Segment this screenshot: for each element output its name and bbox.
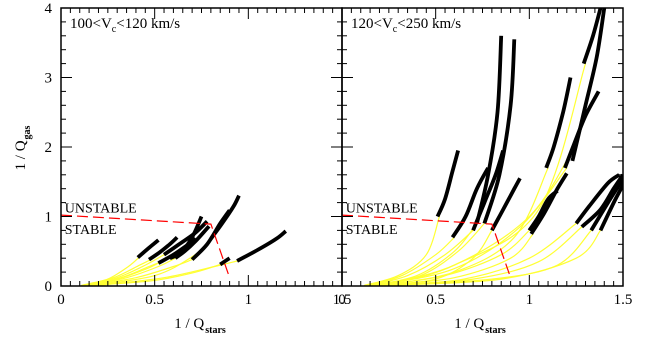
x-tick-label: 0.5: [426, 292, 445, 308]
region-label-unstable: UNSTABLE: [346, 201, 418, 216]
model-curve-4: [88, 257, 176, 286]
x-axis-label-right: 1 / Qstars: [454, 316, 506, 336]
ticks: [60, 7, 343, 287]
y-tick-label: 1: [45, 210, 53, 226]
model-curve-7: [382, 233, 534, 286]
panel-label: 120<Vc<250 km/s: [351, 16, 461, 35]
plot-frame: [60, 7, 343, 287]
right-panel: 0 0.5 1 1.5 120<Vc<250 km/s UNSTABLE STABLE: [338, 7, 633, 308]
observed-segment-4: [174, 224, 211, 260]
observed-segment-2: [162, 220, 209, 257]
region-label-unstable: UNSTABLE: [65, 201, 137, 216]
model-curve-12: [378, 167, 549, 286]
y-tick-label: 0: [45, 279, 53, 295]
region-label-stable: STABLE: [65, 223, 117, 238]
observed-segment-3: [475, 35, 504, 224]
observed-segment-11: [598, 181, 623, 232]
x-tick-label: 0.5: [145, 292, 164, 308]
model-curve-11: [388, 229, 602, 286]
panel-label: 100<Vc<120 km/s: [70, 16, 180, 35]
observed-segment-0: [136, 238, 160, 259]
model-curve-8: [97, 260, 238, 286]
y-axis-label: 1 / Qgas: [13, 125, 33, 170]
x-tick-label: 1: [245, 292, 253, 308]
observed-segment-1: [147, 235, 179, 262]
plot-area: [342, 8, 623, 286]
y-tick-label: 2: [45, 140, 53, 156]
stability-threshold-line: [61, 214, 231, 278]
model-curve-1: [367, 236, 455, 286]
observed-segment-5: [157, 237, 198, 265]
x-tick-label: 0: [57, 292, 65, 308]
stability-threshold-line: [342, 214, 512, 278]
model-curve-1: [81, 259, 152, 286]
x-tick-label: 0: [338, 292, 346, 308]
observed-segment-5: [490, 177, 522, 232]
observed-segment-4: [482, 39, 517, 224]
observed-segment-8: [236, 229, 288, 263]
observed-segment-8: [574, 173, 621, 225]
y-axis-label-sub: gas: [22, 125, 33, 139]
observed-segment-0: [435, 150, 460, 218]
model-curve-15: [382, 63, 587, 286]
x-tick-label: 1.5: [333, 292, 352, 308]
svg-text:1 / Qgas: 1 / Qgas: [13, 125, 33, 170]
x-axis-label-left: 1 / Qstars: [174, 316, 226, 336]
observed-segment-9: [209, 194, 241, 240]
model-curve-2: [369, 229, 474, 286]
observed-segment-14: [570, 8, 607, 162]
observed-segment-7: [219, 256, 231, 267]
observed-segment-15: [581, 8, 603, 65]
ticks: [341, 7, 624, 287]
y-tick-label: 3: [45, 71, 53, 87]
observed-segment-1: [450, 166, 490, 239]
observed-segment-10: [589, 173, 623, 232]
y-axis-label-main: 1 / Q: [13, 140, 29, 170]
region-label-stable: STABLE: [346, 223, 398, 238]
y-tick-label: 4: [45, 1, 53, 17]
observed-segment-9: [580, 173, 623, 229]
observed-segment-12: [544, 77, 573, 169]
observed-segment-7: [529, 172, 569, 235]
model-curve-6: [90, 259, 193, 286]
x-tick-label: 1.5: [614, 292, 633, 308]
x-tick-label: 1: [526, 292, 534, 308]
